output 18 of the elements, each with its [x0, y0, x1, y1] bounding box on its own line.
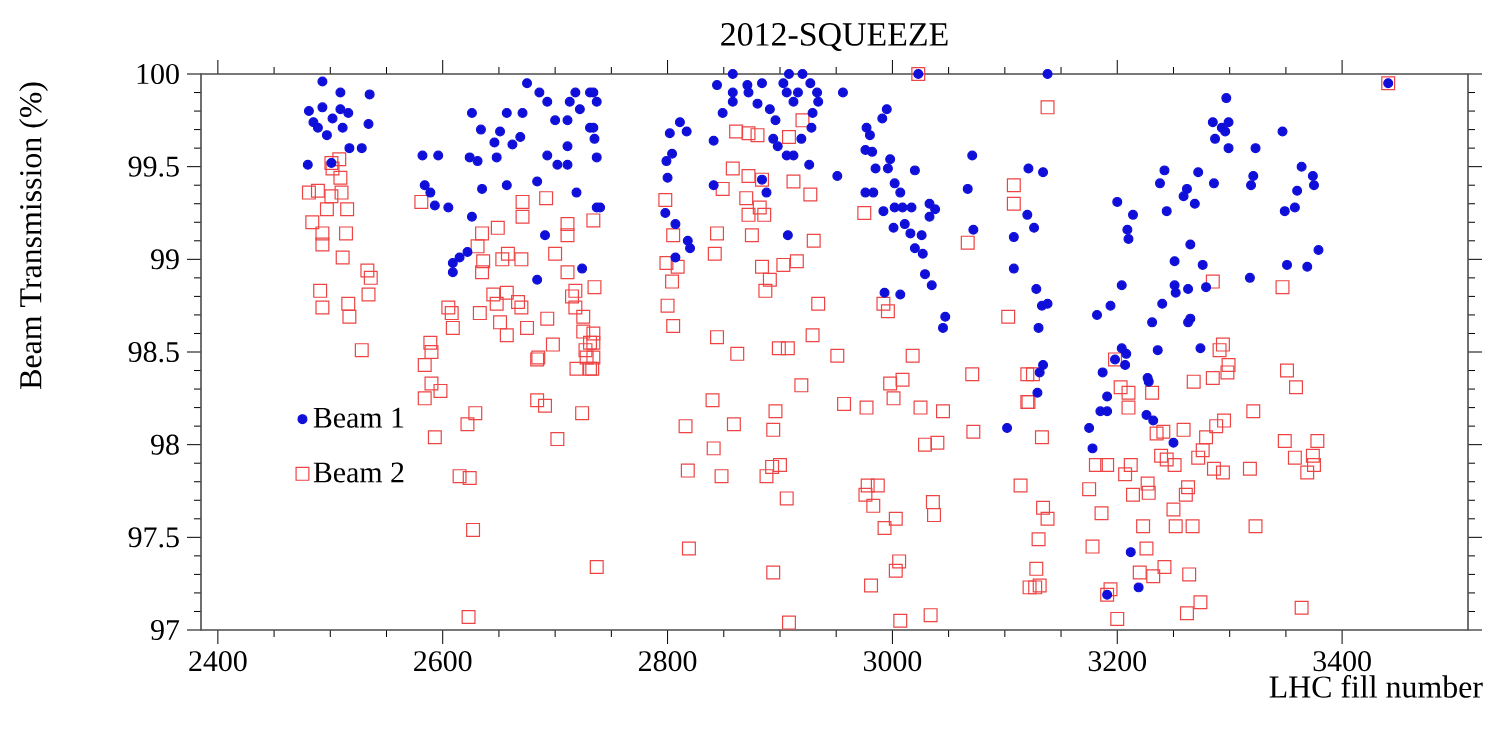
x-axis-title: LHC fill number: [1269, 675, 1483, 698]
x-tick-label: 3200: [1088, 651, 1147, 672]
chart-title: 2012-SQUEEZE: [721, 22, 948, 52]
y-tick-label: 98.5: [128, 341, 179, 363]
y-tick-label: 97: [151, 619, 180, 641]
x-tick-label: 2800: [638, 651, 697, 672]
y-tick-label: 99: [151, 249, 179, 270]
x-tick-label: 2400: [189, 651, 247, 672]
y-tick-label: 99.5: [128, 156, 179, 177]
legend-label: Beam 2: [313, 462, 404, 483]
x-tick-label: 3000: [863, 651, 922, 672]
y-tick-label: 98: [151, 434, 179, 455]
x-tick-label: 2600: [414, 651, 472, 672]
y-axis-title: Beam Transmission (%): [19, 82, 48, 389]
y-tick-label: 97.5: [128, 527, 179, 548]
x-tick-label: 3400: [1313, 651, 1371, 672]
legend-label: Beam 1: [313, 407, 404, 428]
y-tick-label: 100: [137, 63, 179, 85]
